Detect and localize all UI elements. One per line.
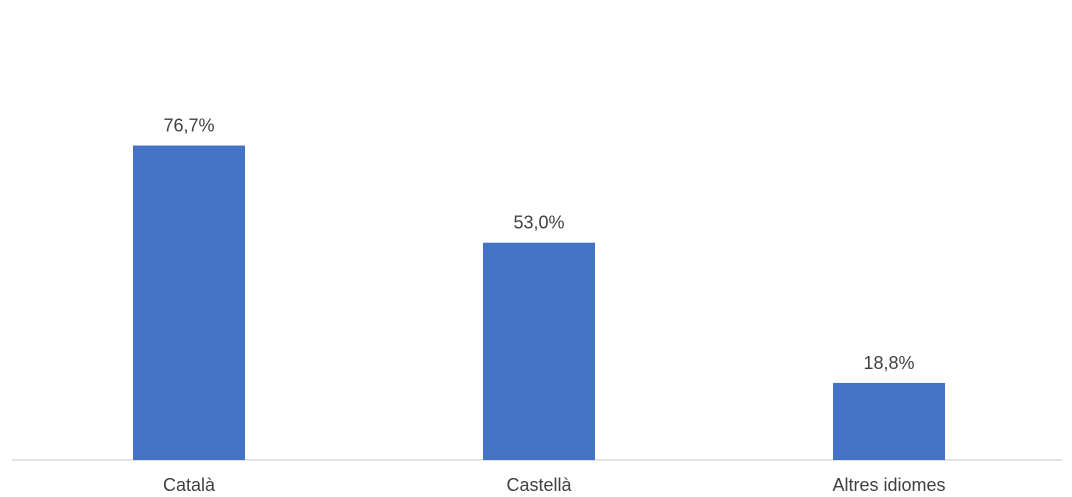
category-label-0: Català [163,475,216,495]
bar-0 [133,145,245,460]
category-label-2: Altres idiomes [832,475,945,495]
category-label-1: Castellà [506,475,572,495]
data-label-1: 53,0% [513,213,564,233]
data-label-2: 18,8% [863,353,914,373]
bar-2 [833,382,945,460]
bar-1 [483,242,595,460]
data-label-0: 76,7% [163,116,214,136]
